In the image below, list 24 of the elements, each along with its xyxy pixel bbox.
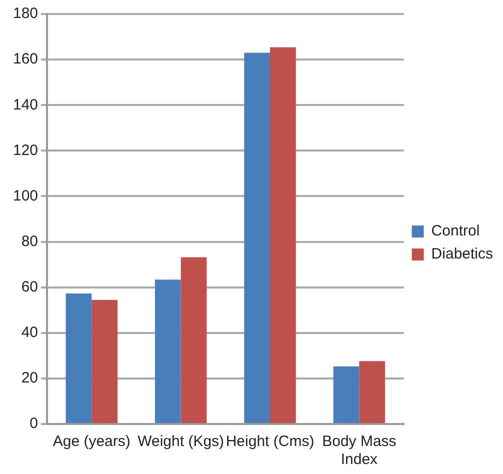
legend-label: Control bbox=[431, 222, 480, 240]
y-tick-label: 80 bbox=[21, 232, 38, 250]
bar bbox=[92, 300, 118, 423]
bar bbox=[244, 52, 270, 423]
bar bbox=[270, 47, 296, 423]
y-tick-label: 180 bbox=[12, 5, 38, 22]
x-tick-label: Age (years) bbox=[52, 433, 130, 450]
bar bbox=[180, 257, 207, 423]
x-tick-label: Weight (Kgs) bbox=[138, 433, 224, 450]
x-tick-label: Body Mass Index bbox=[322, 433, 396, 468]
y-tick-label: 60 bbox=[21, 278, 38, 296]
bar bbox=[333, 366, 360, 423]
y-tick-label: 0 bbox=[30, 415, 38, 432]
x-tick-label: Height (Cms) bbox=[226, 433, 314, 450]
bar bbox=[154, 280, 181, 423]
legend-label: Diabetics bbox=[431, 246, 494, 263]
y-tick-label: 160 bbox=[12, 50, 38, 68]
y-tick-label: 20 bbox=[21, 370, 38, 387]
bar bbox=[359, 361, 386, 423]
y-tick-label: 40 bbox=[21, 324, 38, 342]
y-tick-label: 120 bbox=[12, 142, 38, 159]
y-tick-label: 140 bbox=[12, 96, 38, 114]
y-tick-label: 100 bbox=[12, 187, 38, 204]
bar bbox=[66, 293, 92, 423]
